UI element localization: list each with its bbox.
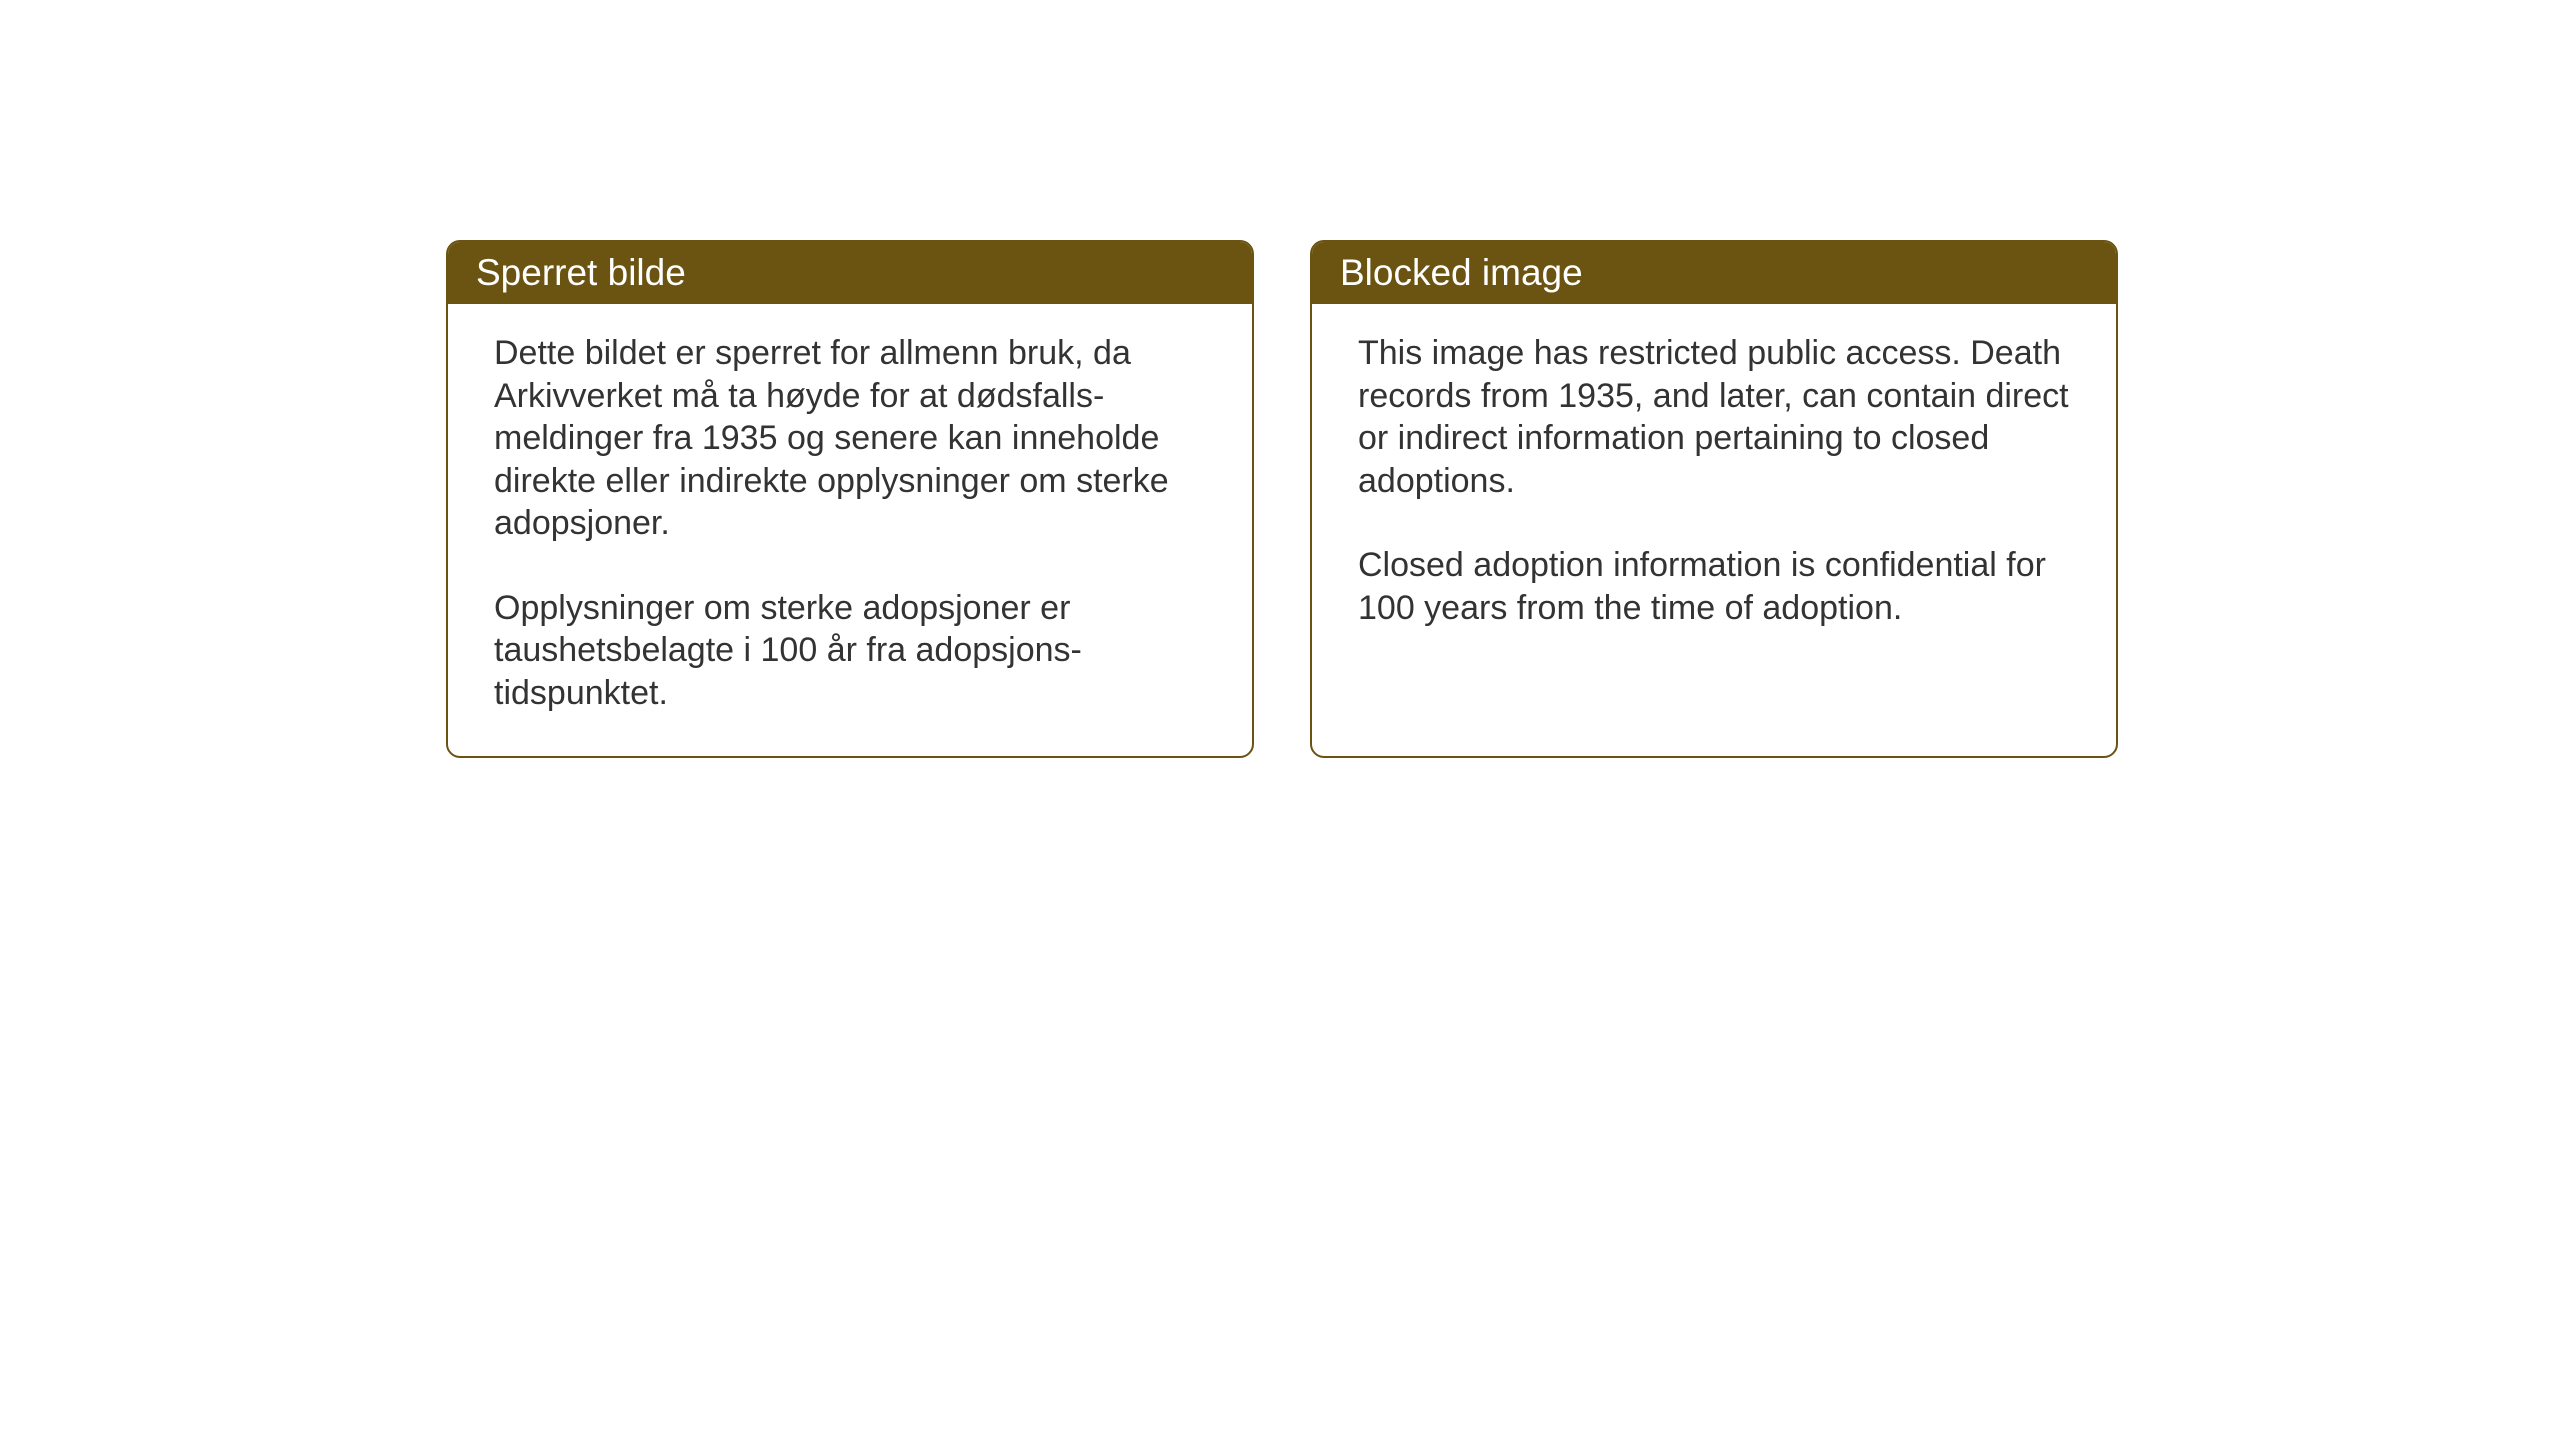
norwegian-card: Sperret bilde Dette bildet er sperret fo… xyxy=(446,240,1254,758)
norwegian-card-body: Dette bildet er sperret for allmenn bruk… xyxy=(448,304,1252,756)
english-paragraph-1: This image has restricted public access.… xyxy=(1358,332,2070,502)
english-card-title: Blocked image xyxy=(1312,242,2116,304)
norwegian-paragraph-2: Opplysninger om sterke adopsjoner er tau… xyxy=(494,587,1206,715)
cards-container: Sperret bilde Dette bildet er sperret fo… xyxy=(0,0,2560,758)
english-card-body: This image has restricted public access.… xyxy=(1312,304,2116,704)
norwegian-paragraph-1: Dette bildet er sperret for allmenn bruk… xyxy=(494,332,1206,545)
norwegian-card-title: Sperret bilde xyxy=(448,242,1252,304)
english-paragraph-2: Closed adoption information is confident… xyxy=(1358,544,2070,629)
english-card: Blocked image This image has restricted … xyxy=(1310,240,2118,758)
